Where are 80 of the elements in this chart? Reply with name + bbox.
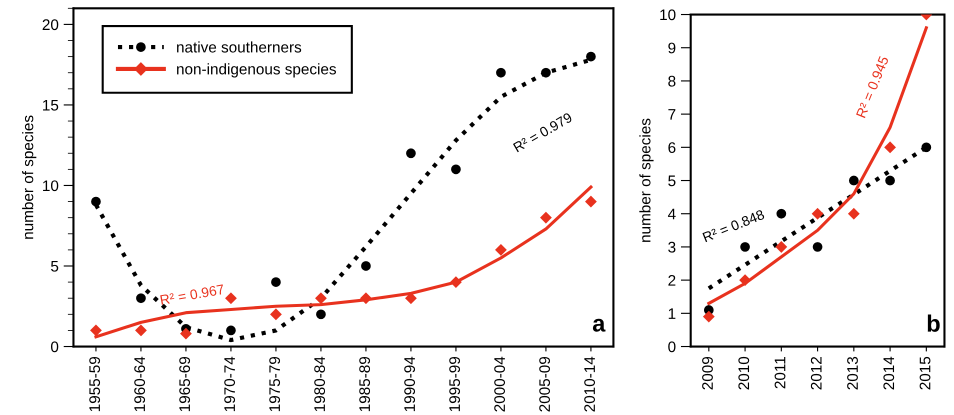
y-tick-label: 7 <box>668 109 676 120</box>
point <box>135 324 147 336</box>
y-axis-title: number of species <box>639 118 654 242</box>
point <box>740 242 750 252</box>
x-tick-label: 2015 <box>920 356 930 390</box>
y-tick-label: 5 <box>668 176 676 186</box>
point <box>540 212 552 224</box>
x-tick-label: 1975-79 <box>269 356 280 412</box>
x-tick-label: 2009 <box>702 356 713 390</box>
annotation: a <box>592 318 606 332</box>
x-tick-label: 1995-99 <box>449 356 460 412</box>
x-tick-label: 1970-74 <box>224 356 236 412</box>
point <box>180 328 192 340</box>
x-tick-label: 1990-94 <box>404 356 416 412</box>
x-tick-label: 1955-59 <box>89 356 100 412</box>
point <box>776 241 787 253</box>
y-tick-label: 15 <box>43 100 58 111</box>
point <box>361 261 371 271</box>
annotation: b <box>928 314 940 332</box>
y-tick-label: 6 <box>668 142 676 154</box>
point <box>884 142 896 153</box>
point <box>451 164 461 174</box>
point <box>496 68 506 78</box>
legend-label: native southerners <box>177 41 302 53</box>
point <box>450 276 462 288</box>
y-tick-label: 5 <box>50 261 58 272</box>
line-series <box>94 186 592 338</box>
x-tick-label: 2010 <box>738 356 750 390</box>
point <box>812 208 824 220</box>
point <box>136 293 146 304</box>
y-tick-label: 0 <box>50 341 58 352</box>
x-tick-label: 1965-69 <box>179 356 190 412</box>
point <box>812 242 822 252</box>
annotation: R² = 0.945 <box>856 56 889 118</box>
x-tick-label: 1985-89 <box>359 356 370 412</box>
y-tick-label: 1 <box>668 308 676 319</box>
point <box>739 274 751 286</box>
annotation: R² = 0.967 <box>160 284 224 305</box>
point <box>703 311 714 322</box>
point <box>226 326 236 336</box>
point <box>90 324 102 336</box>
y-tick-label: 9 <box>668 42 676 54</box>
x-tick-label: 2010-14 <box>584 356 596 412</box>
point <box>270 308 282 320</box>
y-tick-label: 8 <box>668 76 676 87</box>
point <box>316 309 326 320</box>
x-tick-label: 2011 <box>774 356 786 388</box>
point <box>315 292 327 304</box>
point <box>586 52 596 62</box>
point <box>271 277 281 287</box>
point <box>406 148 416 158</box>
legend-label: non-indigenous species <box>177 63 336 78</box>
y-tick-label: 2 <box>668 274 676 286</box>
y-tick-label: 3 <box>668 242 676 253</box>
x-tick-label: 2013 <box>847 356 858 390</box>
point <box>541 68 551 78</box>
point <box>360 292 372 304</box>
y-tick-label: 4 <box>668 208 676 220</box>
y-axis-title: number of species <box>22 116 36 239</box>
x-tick-label: 2012 <box>810 357 822 390</box>
x-tick-label: 2005-09 <box>539 356 550 412</box>
annotation: R² = 0.979 <box>512 112 573 152</box>
y-tick-label: 10 <box>660 9 676 20</box>
point <box>776 208 786 219</box>
point <box>848 208 860 220</box>
point <box>848 176 859 186</box>
point <box>921 142 932 152</box>
x-tick-label: 1960-64 <box>134 356 146 412</box>
point <box>585 196 597 208</box>
annotation: R² = 0.848 <box>702 209 765 242</box>
x-tick-label: 1980-84 <box>314 356 326 412</box>
y-tick-label: 20 <box>42 19 58 30</box>
y-tick-label: 10 <box>43 180 58 192</box>
y-tick-label: 0 <box>668 341 676 352</box>
point <box>225 292 237 304</box>
x-tick-label: 2014 <box>883 356 894 390</box>
point <box>885 176 895 186</box>
x-tick-label: 2000-04 <box>494 356 506 412</box>
point <box>91 196 101 206</box>
point <box>495 244 507 256</box>
